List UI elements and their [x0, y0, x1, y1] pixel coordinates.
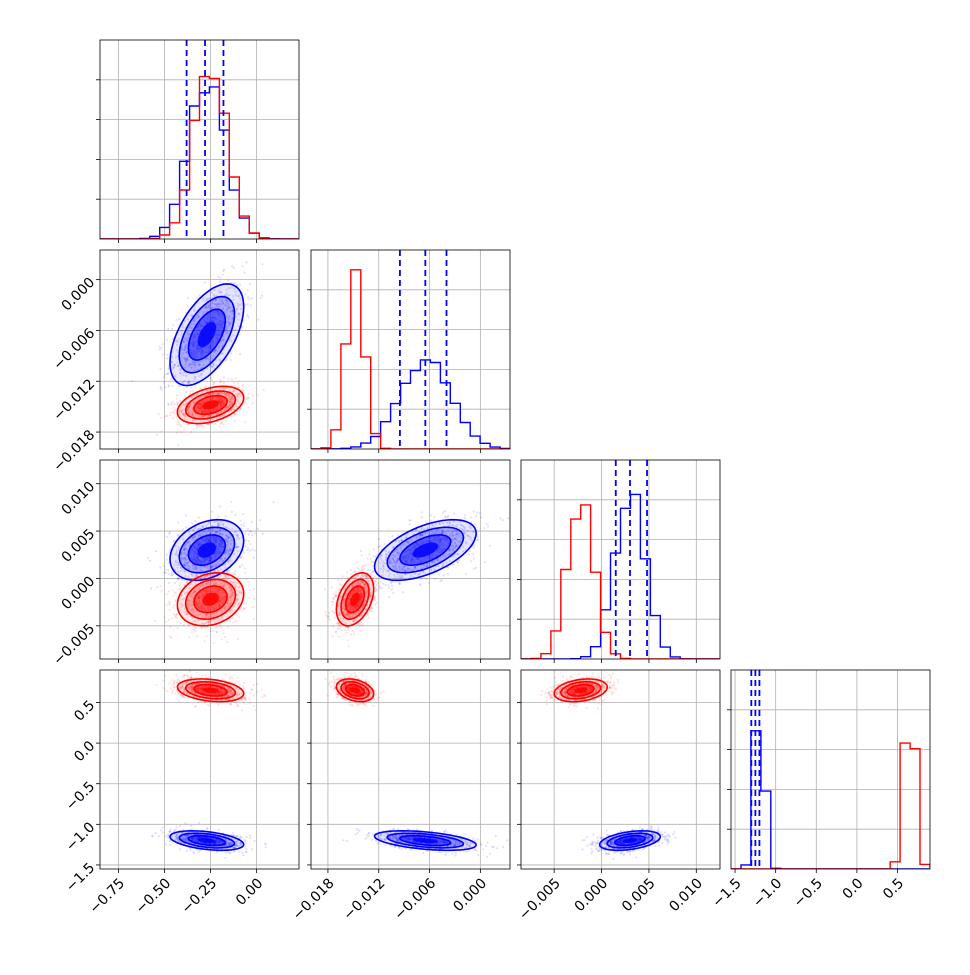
panel-3-0: −0.75−0.50−0.25 0.00 −1.5 −1.0 −0.5 0.0 0.5: [63, 670, 299, 917]
x-tick-label: −0.5: [791, 875, 826, 910]
y-tick-label: 0.000: [59, 275, 99, 315]
y-tick-label: 0.0: [71, 738, 98, 765]
y-tick-label: 0.005: [59, 526, 99, 566]
y-tick-label: 0.5: [71, 697, 98, 724]
y-tick-label: −0.5: [63, 779, 98, 814]
x-tick-label: 0.00: [233, 875, 266, 908]
x-tick-label: 0.000: [450, 875, 490, 915]
panel-1-0: −0.018−0.012−0.006 0.000: [50, 238, 299, 475]
x-tick-label: −0.012: [341, 875, 389, 923]
panel-3-1: −0.018−0.012−0.006 0.000: [290, 666, 510, 923]
x-tick-label: 0.005: [619, 875, 659, 915]
x-tick-label: −0.006: [391, 875, 439, 923]
panel-3-3: −1.5−1.0−0.5 0.0 0.5: [709, 670, 930, 911]
y-tick-label: −0.006: [50, 325, 98, 373]
x-tick-label: −0.50: [133, 875, 175, 917]
x-tick-label: 0.0: [840, 875, 867, 902]
y-tick-label: −0.018: [50, 427, 98, 475]
panel-2-1: [307, 460, 510, 663]
y-tick-label: 0.000: [59, 573, 99, 613]
x-tick-label: 0.000: [572, 875, 612, 915]
y-tick-label: 0.010: [59, 479, 99, 519]
panel-2-2: [517, 460, 720, 663]
y-tick-label: −1.5: [63, 860, 98, 895]
grid: [521, 460, 720, 659]
x-tick-label: −0.018: [290, 875, 338, 923]
y-tick-label: −1.0: [63, 819, 98, 854]
x-tick-label: −0.25: [179, 875, 221, 917]
panel-1-1: [307, 250, 510, 453]
panel-0-0: [96, 40, 299, 243]
y-tick-label: −0.005: [50, 621, 98, 669]
x-tick-label: −0.005: [516, 875, 564, 923]
y-tick-label: −0.012: [50, 376, 98, 424]
x-tick-label: −1.5: [709, 875, 744, 910]
x-tick-label: −0.75: [87, 875, 129, 917]
x-tick-label: −1.0: [750, 875, 785, 910]
grid: [100, 40, 299, 239]
panel-2-0: −0.005 0.000 0.005 0.010: [50, 460, 299, 669]
x-tick-label: 0.5: [880, 875, 907, 902]
x-tick-label: 0.010: [666, 875, 706, 915]
histogram-series-1: [100, 77, 299, 239]
